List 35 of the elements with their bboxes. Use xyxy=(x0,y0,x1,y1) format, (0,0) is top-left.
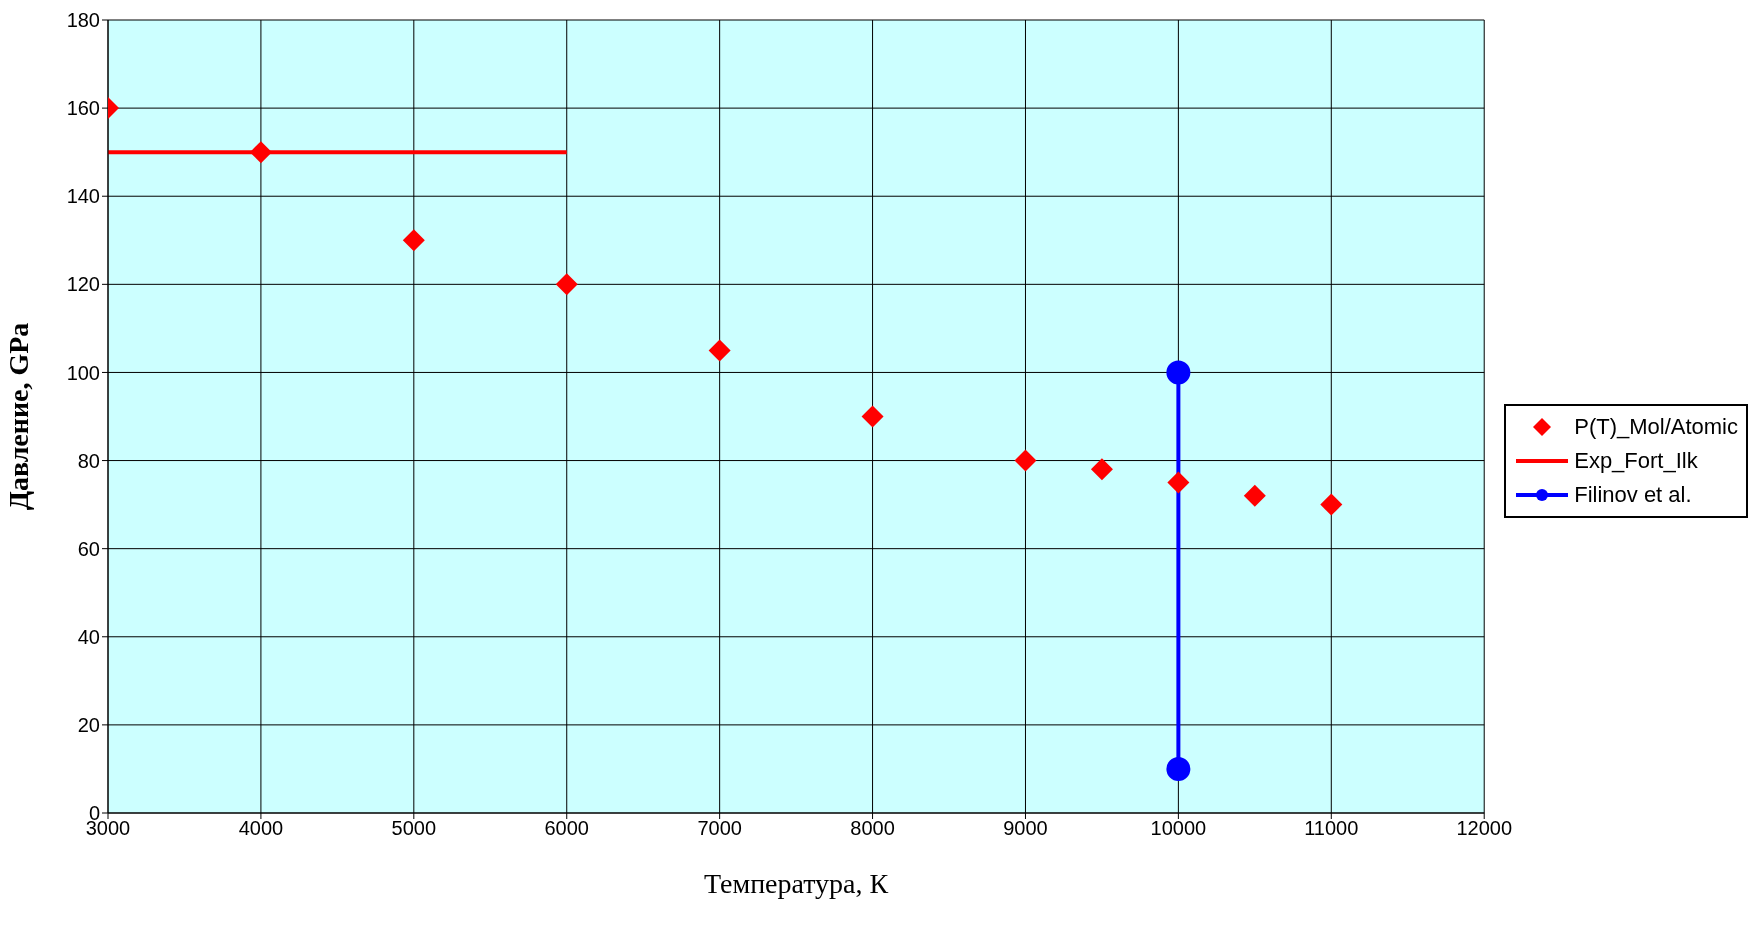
y-tick-label: 40 xyxy=(77,625,100,648)
point xyxy=(402,229,425,252)
y-axis-title: Давление, GPa xyxy=(2,322,34,511)
x-tick-label: 6000 xyxy=(544,817,589,840)
point xyxy=(249,141,272,164)
x-tick-label: 7000 xyxy=(697,817,742,840)
point xyxy=(708,339,731,362)
point xyxy=(555,273,578,296)
point xyxy=(861,405,884,428)
y-tick-label: 120 xyxy=(66,273,100,296)
point xyxy=(1243,484,1266,507)
x-tick-label: 12000 xyxy=(1456,817,1513,840)
x-tick-label: 11000 xyxy=(1304,817,1359,840)
y-tick-label: 160 xyxy=(66,97,100,120)
x-axis-title: Температура, К xyxy=(703,868,889,899)
legend-label: Filinov et al. xyxy=(1574,481,1692,508)
y-tick-label: 180 xyxy=(66,9,100,32)
x-tick-label: 8000 xyxy=(850,817,895,840)
point xyxy=(1320,493,1343,516)
y-tick-label: 80 xyxy=(77,449,100,472)
legend-label: Exp_Fort_Ilk xyxy=(1574,447,1698,474)
y-tick-label: 20 xyxy=(77,713,100,736)
legend-label: P(T)_Mol/Atomic xyxy=(1574,413,1738,440)
x-tick-label: 10000 xyxy=(1150,817,1207,840)
point xyxy=(1014,449,1037,472)
point xyxy=(1166,756,1191,781)
y-tick-label: 100 xyxy=(66,361,100,384)
point xyxy=(1090,458,1113,481)
point xyxy=(1167,471,1190,494)
point xyxy=(1166,360,1191,385)
x-tick-label: 9000 xyxy=(1003,817,1048,840)
x-tick-label: 5000 xyxy=(391,817,437,840)
y-tick-label: 140 xyxy=(66,185,100,208)
y-tick-label: 60 xyxy=(77,537,100,560)
x-tick-label: 4000 xyxy=(238,817,284,840)
